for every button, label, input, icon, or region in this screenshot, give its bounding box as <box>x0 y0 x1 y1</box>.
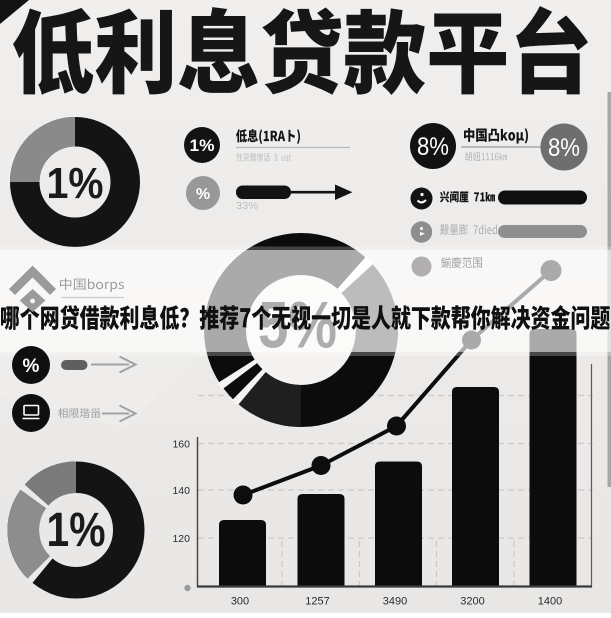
svg-text:300: 300 <box>231 596 249 608</box>
svg-text:140: 140 <box>172 485 190 497</box>
svg-text:1%: 1% <box>47 504 106 557</box>
svg-text:1257: 1257 <box>305 596 329 608</box>
svg-text:8%: 8% <box>417 133 449 161</box>
svg-text:1400: 1400 <box>538 596 562 608</box>
svg-text:8%: 8% <box>548 134 580 162</box>
svg-text:160: 160 <box>172 439 190 451</box>
svg-text:1%: 1% <box>47 159 104 208</box>
svg-text:1%: 1% <box>190 136 215 155</box>
svg-text:3200: 3200 <box>460 596 484 608</box>
svg-text:33%: 33% <box>236 200 258 212</box>
svg-text:3490: 3490 <box>383 596 407 608</box>
svg-text:%: % <box>196 186 210 203</box>
svg-text:120: 120 <box>172 533 190 545</box>
svg-text:%: % <box>23 356 40 377</box>
